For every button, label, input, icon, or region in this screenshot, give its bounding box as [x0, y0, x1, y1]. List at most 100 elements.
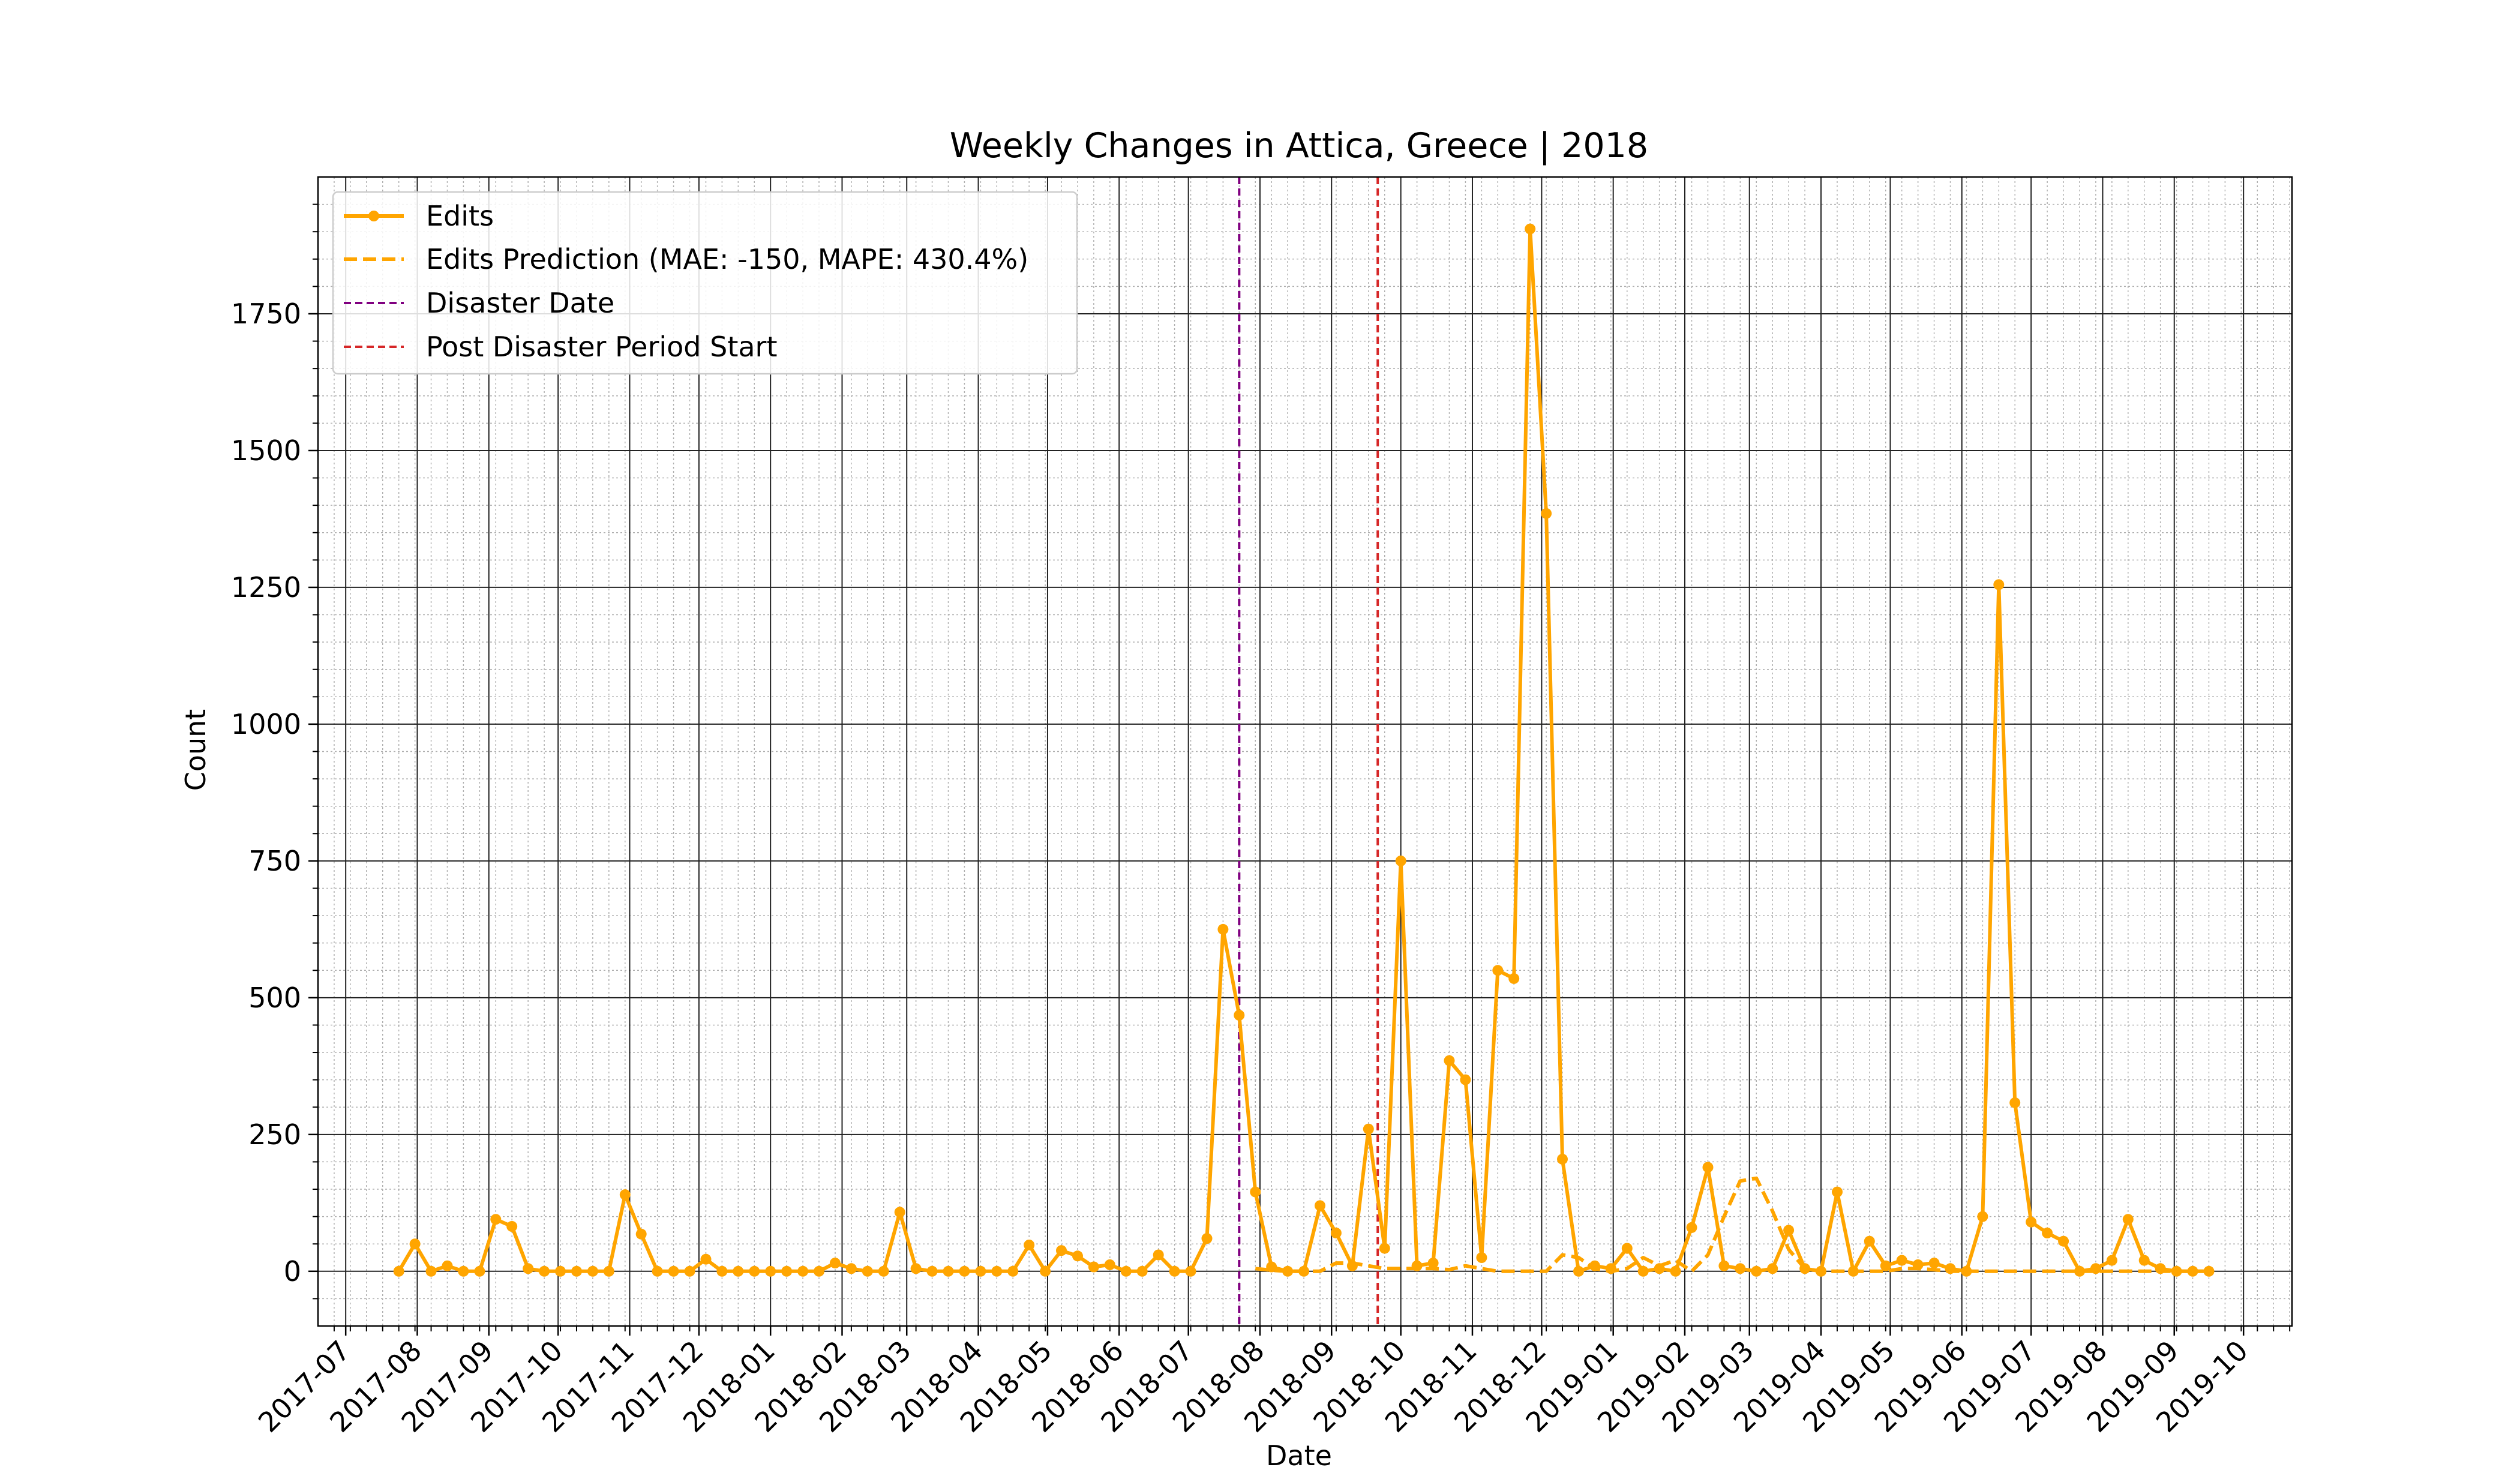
- edits-point: [425, 1265, 437, 1277]
- edits-point: [1654, 1263, 1665, 1274]
- edits-point: [523, 1263, 534, 1274]
- edits-point: [2203, 1265, 2215, 1277]
- edits-point: [1411, 1260, 1423, 1271]
- edits-point: [1104, 1259, 1115, 1270]
- edits-point: [749, 1265, 760, 1277]
- legend-entry-disaster-date: Disaster Date: [344, 287, 614, 319]
- edits-point: [765, 1265, 776, 1277]
- edits-point: [1525, 223, 1536, 235]
- y-tick-label: 1750: [231, 298, 301, 330]
- edits-point: [943, 1265, 954, 1277]
- edits-point: [1832, 1186, 1843, 1198]
- y-tick-label: 750: [248, 845, 301, 877]
- edits-point: [555, 1265, 566, 1277]
- edits-point: [1427, 1258, 1439, 1269]
- edits-point: [1735, 1263, 1746, 1274]
- edits-point: [716, 1265, 728, 1277]
- edits-point: [1169, 1265, 1180, 1277]
- edits-point: [926, 1265, 938, 1277]
- y-tick-label: 250: [248, 1118, 301, 1151]
- edits-point: [700, 1253, 712, 1265]
- edits-point: [1670, 1265, 1681, 1277]
- edits-point: [1056, 1245, 1067, 1256]
- edits-point: [2042, 1228, 2053, 1238]
- edits-point: [2009, 1097, 2021, 1108]
- edits-point: [1816, 1265, 1826, 1277]
- edits-point: [1185, 1265, 1196, 1277]
- legend-label-prediction: Edits Prediction (MAE: -150, MAPE: 430.4…: [426, 243, 1028, 275]
- edits-point: [668, 1265, 679, 1277]
- legend-label-post-disaster: Post Disaster Period Start: [426, 331, 778, 363]
- major-grid: [318, 177, 2292, 1326]
- edits-point: [2090, 1263, 2101, 1274]
- edits-point: [1007, 1265, 1019, 1277]
- edits-point: [2138, 1255, 2150, 1266]
- edits-point: [442, 1260, 453, 1271]
- edits-point: [1605, 1263, 1616, 1274]
- edits-point: [1541, 508, 1552, 519]
- edits-point: [1492, 965, 1504, 976]
- edits-point: [1476, 1252, 1487, 1263]
- y-tick-label: 1000: [231, 708, 301, 740]
- edits-point: [1395, 855, 1406, 866]
- edits-point: [1621, 1243, 1633, 1254]
- legend-box: [332, 191, 1078, 375]
- edits-point: [1880, 1260, 1891, 1271]
- edits-point: [1346, 1260, 1358, 1271]
- edits-point: [1250, 1186, 1261, 1198]
- edits-point: [1315, 1200, 1325, 1211]
- edits-point: [587, 1265, 598, 1277]
- edits-point: [1557, 1153, 1568, 1165]
- edits-point: [2026, 1216, 2037, 1228]
- edits-point: [2058, 1235, 2069, 1247]
- edits-point: [991, 1265, 1003, 1277]
- legend-entry-prediction: Edits Prediction (MAE: -150, MAPE: 430.4…: [344, 243, 1028, 275]
- edits-point: [1751, 1265, 1762, 1277]
- edits-point: [1508, 973, 1520, 984]
- edits-point: [1686, 1222, 1697, 1233]
- edits-point: [894, 1207, 905, 1218]
- edits-point: [603, 1265, 614, 1277]
- edits-point: [1072, 1250, 1083, 1262]
- edits-point: [1847, 1265, 1859, 1277]
- legend: Edits Edits Prediction (MAE: -150, MAPE:…: [332, 191, 1078, 375]
- edits-point: [539, 1265, 550, 1277]
- y-tick-label: 1250: [231, 571, 301, 604]
- legend-label-disaster-date: Disaster Date: [426, 287, 614, 319]
- edits-point: [1945, 1263, 1956, 1274]
- edits-point: [1912, 1259, 1924, 1270]
- edits-point: [862, 1265, 873, 1277]
- edits-point: [1024, 1240, 1035, 1250]
- edits-point: [829, 1258, 841, 1269]
- edits-point: [1040, 1265, 1051, 1277]
- edits-point: [1460, 1074, 1471, 1085]
- edits-point: [797, 1265, 809, 1277]
- edits-point: [1234, 1010, 1245, 1021]
- edits-point: [1864, 1235, 1875, 1247]
- edits-point: [1961, 1265, 1972, 1277]
- edits-point: [2155, 1263, 2166, 1274]
- edits-point: [733, 1265, 744, 1277]
- edits-point: [1637, 1265, 1649, 1277]
- edits-point: [1363, 1123, 1374, 1135]
- edits-point: [1993, 579, 2005, 590]
- series-layer: [393, 223, 2215, 1277]
- edits-point: [1120, 1265, 1132, 1277]
- edits-point: [1201, 1233, 1213, 1244]
- edits-point: [1282, 1265, 1294, 1277]
- edits-point: [458, 1265, 469, 1277]
- edits-point: [1589, 1260, 1600, 1271]
- edits-point: [490, 1214, 502, 1225]
- chart-title: Weekly Changes in Attica, Greece | 2018: [950, 126, 1648, 166]
- legend-label-edits: Edits: [426, 200, 494, 232]
- edits-point: [2074, 1265, 2085, 1277]
- edits-point: [2187, 1265, 2198, 1277]
- edits-point: [1217, 923, 1229, 935]
- edits-point: [1298, 1265, 1310, 1277]
- edits-point: [2106, 1255, 2117, 1266]
- y-axis: 0 250 500 750 1000 1250 1500 1750: [231, 203, 318, 1300]
- edits-point: [571, 1265, 582, 1277]
- legend-marker-edits: [368, 211, 379, 221]
- edits-point: [959, 1265, 970, 1277]
